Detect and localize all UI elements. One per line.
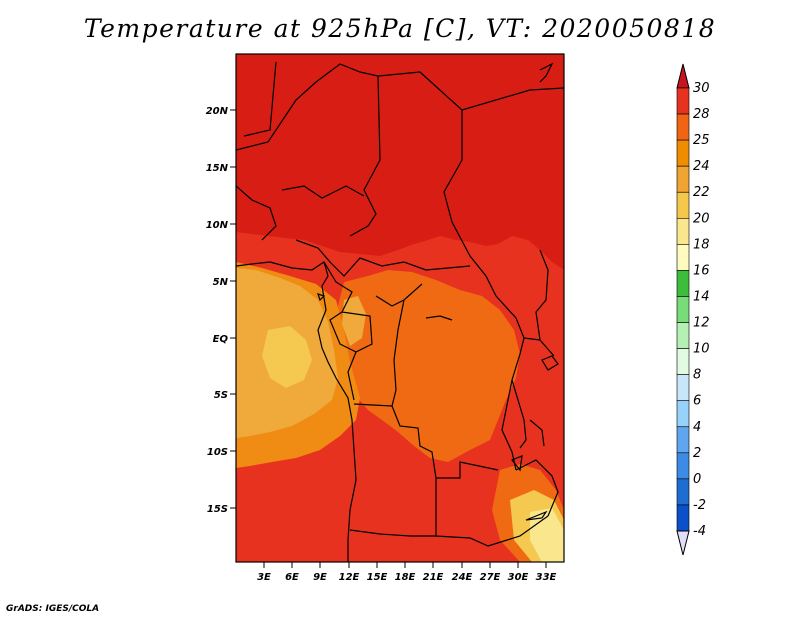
colorbar-segment (676, 270, 690, 297)
colorbar-segment (676, 217, 690, 245)
field-25-28 (338, 270, 520, 462)
axis-ticks (230, 109, 547, 568)
field-18-20-se (530, 508, 564, 562)
colorbar-segment (676, 191, 690, 219)
lon-label: 12E (339, 572, 360, 583)
colorbar-segment (676, 322, 690, 349)
colorbar-label: 12 (693, 316, 710, 331)
colorbar-label: 22 (693, 185, 710, 200)
colorbar-label: 10 (693, 342, 710, 357)
colorbar-segment (676, 139, 690, 167)
lat-label: 5N (213, 277, 229, 288)
colorbar-label: 30 (693, 81, 710, 96)
lat-label: 5S (214, 390, 228, 401)
lon-label: 21E (423, 572, 444, 583)
lat-label: 15N (206, 163, 229, 174)
field-20-22 (262, 326, 312, 388)
lakes (317, 293, 559, 521)
lon-label: 24E (452, 572, 473, 583)
lon-label: 30E (508, 572, 529, 583)
colorbar-label: 28 (693, 107, 710, 122)
lon-labels: 3E 6E 9E 12E 15E 18E 21E 24E 27E 30E 33E (257, 572, 556, 583)
lat-label: 15S (207, 504, 228, 515)
country-borders (236, 61, 564, 547)
field-above-30 (236, 54, 564, 270)
colorbar-label: 14 (693, 289, 710, 304)
colorbar-segment (676, 348, 690, 375)
lat-label: 20N (206, 106, 229, 117)
map-frame (235, 53, 565, 563)
colorbar-label: 24 (693, 159, 710, 174)
colorbar-segment (676, 426, 690, 454)
coastlines (235, 62, 554, 562)
colorbar-label: 16 (693, 263, 710, 278)
colorbar-label: 2 (693, 446, 701, 461)
colorbar-segment (676, 478, 690, 506)
colorbar-label: 0 (693, 472, 701, 487)
colorbar-segment (676, 87, 690, 115)
colorbar-segment (676, 504, 690, 532)
credit-label: GrADS: IGES/COLA (6, 604, 100, 614)
colorbar-label: 25 (693, 133, 710, 148)
colorbar-label: -2 (693, 498, 706, 513)
lat-label: 10S (207, 447, 228, 458)
colorbar-segment (676, 374, 690, 402)
temperature-field (236, 54, 564, 562)
lon-label: 3E (257, 572, 271, 583)
colorbar-bottom-tip (676, 530, 690, 556)
colorbar-segment (676, 400, 690, 428)
colorbar-label: 6 (693, 394, 701, 409)
lat-label: 10N (206, 220, 229, 231)
chart-title: Temperature at 925hPa [C], VT: 202005081… (83, 14, 717, 43)
colorbar-segment (676, 165, 690, 193)
colorbar-segment (676, 244, 690, 271)
colorbar-label: 4 (693, 420, 701, 435)
lon-label: 33E (536, 572, 557, 583)
colorbar-segment (676, 113, 690, 141)
colorbar-top-tip (676, 63, 690, 89)
colorbar-segment (676, 296, 690, 323)
lon-label: 15E (367, 572, 388, 583)
colorbar-label: 20 (693, 211, 710, 226)
lon-label: 6E (285, 572, 299, 583)
colorbar-label: 18 (693, 237, 710, 252)
colorbar-label: 8 (693, 368, 701, 383)
lon-label: 18E (395, 572, 416, 583)
colorbar-segment (676, 452, 690, 480)
colorbar-segments (676, 87, 690, 532)
lon-label: 9E (313, 572, 327, 583)
lon-label: 27E (480, 572, 501, 583)
lat-labels: 20N 15N 10N 5N EQ 5S 10S 15S (206, 106, 229, 515)
field-20-22-ne (342, 296, 366, 346)
colorbar-label: -4 (693, 524, 706, 539)
lat-label: EQ (213, 334, 229, 345)
